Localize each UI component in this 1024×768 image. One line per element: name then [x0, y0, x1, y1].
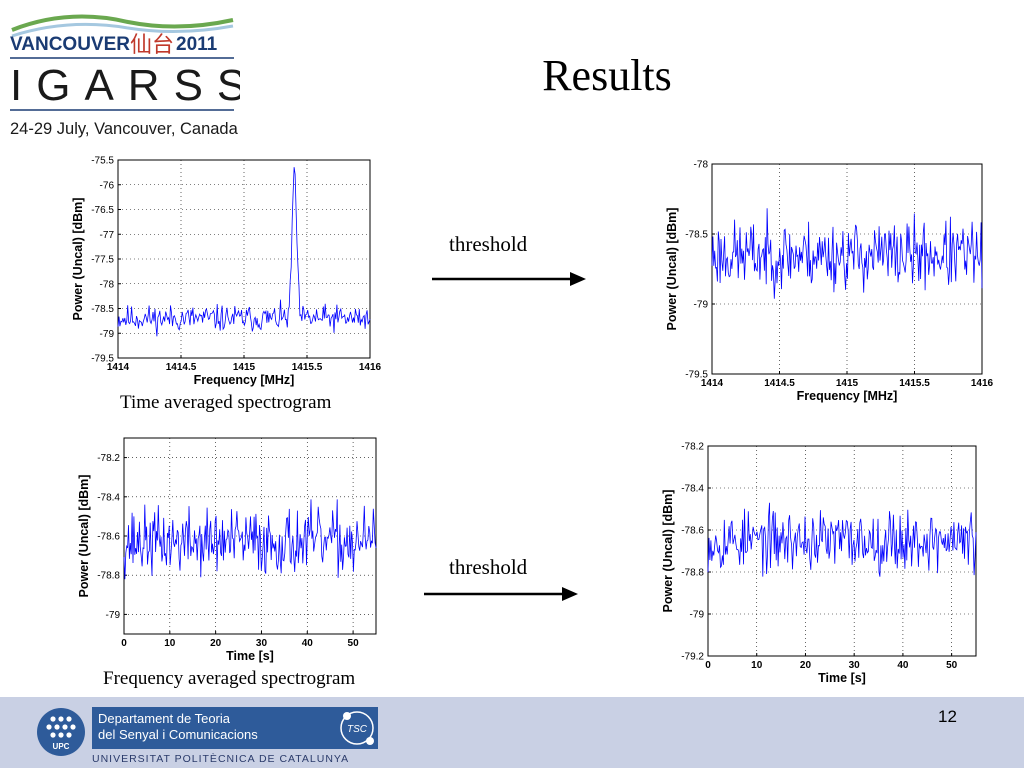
x-axis-label: Time [s] — [818, 671, 866, 685]
x-tick-label: 1415.5 — [292, 362, 323, 373]
y-tick-label: -78.8 — [681, 568, 704, 579]
y-tick-label: -78.4 — [681, 484, 704, 495]
y-axis-label: Power (Uncal) [dBm] — [71, 198, 85, 321]
caption-time-averaged: Time averaged spectrogram — [120, 392, 332, 413]
arrow-right-icon — [432, 272, 586, 286]
university-name: UNIVERSITAT POLITÈCNICA DE CATALUNYA — [92, 753, 350, 765]
time-averaged-spectrogram-plot: 1414 1414.5 1415 1415.5 1416 -79.5 -79 -78.5 -78… — [71, 156, 382, 388]
x-tick-label: 0 — [121, 638, 127, 649]
y-tick-label: -79 — [694, 300, 709, 311]
y-axis-label: Power (Uncal) [dBm] — [77, 475, 91, 598]
y-axis-label: Power (Uncal) [dBm] — [665, 208, 679, 331]
series-line — [117, 167, 371, 337]
logo-igarss: IGARSS — [10, 61, 240, 110]
x-tick-label: 1415.5 — [899, 378, 930, 389]
y-tick-label: -79.5 — [91, 354, 114, 365]
x-tick-label: 1414 — [107, 362, 130, 373]
tsc-logo: TSC — [340, 711, 374, 745]
logo-swoosh — [11, 14, 234, 32]
slide-title: Results — [542, 51, 672, 100]
x-tick-label: 50 — [946, 660, 958, 671]
igarss-logo: VANCOUVER 仙台 2011 IGARSS 24-29 July, Van… — [10, 14, 240, 138]
y-tick-label: -77 — [100, 230, 115, 241]
y-tick-label: -77.5 — [91, 255, 114, 266]
x-tick-label: 40 — [302, 638, 314, 649]
series-line — [707, 502, 977, 577]
x-axis-label: Time [s] — [226, 649, 274, 663]
logo-year: 2011 — [176, 34, 218, 55]
x-tick-label: 30 — [256, 638, 268, 649]
plot-frame — [123, 437, 377, 635]
y-tick-label: -75.5 — [91, 156, 114, 167]
x-tick-label: 1415 — [836, 378, 859, 389]
caption-frequency-averaged: Frequency averaged spectrogram — [103, 668, 356, 689]
x-tick-label: 1416 — [971, 378, 994, 389]
frequency-averaged-thresholded-plot: 0 10 20 30 40 50 -79.2 -79 -78.8 -78.6 -78.4 -78.2 T… — [661, 442, 977, 685]
y-tick-label: -78.5 — [91, 304, 114, 315]
plot-frame — [707, 445, 977, 657]
logo-swoosh — [11, 22, 234, 38]
tsc-logo-text: TSC — [347, 724, 368, 735]
y-tick-label: -78.6 — [97, 532, 120, 543]
x-tick-label: 30 — [849, 660, 861, 671]
y-tick-label: -78 — [694, 160, 709, 171]
x-tick-label: 10 — [751, 660, 763, 671]
x-tick-label: 1414.5 — [764, 378, 795, 389]
x-tick-label: 20 — [800, 660, 812, 671]
y-tick-label: -78.8 — [97, 571, 120, 582]
y-tick-label: -79.2 — [681, 652, 704, 663]
page-number: 12 — [938, 707, 957, 726]
department-name: Departament de Teoria del Senyal i Comun… — [98, 711, 338, 743]
y-tick-label: -78 — [100, 279, 115, 290]
y-tick-label: -79 — [690, 610, 705, 621]
department-box — [92, 707, 378, 749]
logo-dates: 24-29 July, Vancouver, Canada — [10, 120, 239, 138]
arrow-right-icon — [424, 587, 578, 601]
logo-cjk: 仙台 — [130, 32, 174, 57]
series-line — [123, 499, 377, 580]
x-tick-label: 1414.5 — [166, 362, 197, 373]
time-averaged-thresholded-plot: 1414 1414.5 1415 1415.5 1416 -79.5 -79 -78.5 -78… — [665, 160, 994, 404]
y-tick-label: -78.4 — [97, 492, 120, 503]
x-axis-label: Frequency [MHz] — [797, 389, 898, 403]
logo-vancouver: VANCOUVER — [10, 34, 130, 55]
y-tick-label: -78.6 — [681, 526, 704, 537]
y-tick-label: -78.2 — [681, 442, 704, 453]
y-tick-label: -79 — [100, 329, 115, 340]
x-tick-label: 20 — [210, 638, 222, 649]
x-tick-label: 0 — [705, 660, 711, 671]
x-tick-label: 1414 — [701, 378, 724, 389]
threshold-label-top: threshold — [449, 232, 528, 256]
y-tick-label: -76.5 — [91, 205, 114, 216]
threshold-label-bottom: threshold — [449, 555, 528, 579]
department-line-2: del Senyal i Comunicacions — [98, 727, 258, 742]
frequency-averaged-spectrogram-plot: 0 10 20 30 40 50 -79 -78.8 -78.6 -78.4 -78.2 Time [… — [77, 437, 377, 663]
x-tick-label: 40 — [897, 660, 909, 671]
y-tick-label: -76 — [100, 180, 115, 191]
x-tick-label: 10 — [164, 638, 176, 649]
y-axis-label: Power (Uncal) [dBm] — [661, 490, 675, 613]
y-tick-label: -79 — [106, 610, 121, 621]
y-tick-label: -79.5 — [685, 370, 708, 381]
series-line — [711, 208, 983, 299]
upc-logo-text: UPC — [53, 742, 70, 751]
department-line-1: Departament de Teoria — [98, 711, 231, 726]
y-tick-label: -78.5 — [685, 230, 708, 241]
x-tick-label: 1416 — [359, 362, 382, 373]
y-tick-label: -78.2 — [97, 453, 120, 464]
upc-logo: UPC — [37, 708, 85, 756]
x-axis-label: Frequency [MHz] — [194, 373, 295, 387]
x-tick-label: 1415 — [233, 362, 256, 373]
x-tick-label: 50 — [348, 638, 360, 649]
